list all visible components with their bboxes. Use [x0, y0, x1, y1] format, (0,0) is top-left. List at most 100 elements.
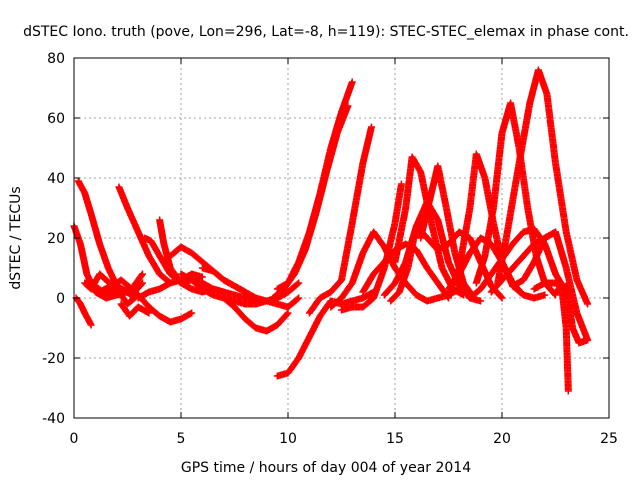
data-point — [282, 288, 285, 290]
data-point — [190, 312, 193, 314]
data-point — [336, 132, 339, 134]
data-point — [88, 279, 90, 281]
data-point — [169, 321, 172, 323]
data-point — [407, 267, 409, 269]
data-point — [362, 252, 364, 254]
data-point — [148, 291, 150, 293]
data-point — [223, 297, 225, 299]
series-arc2 — [72, 294, 95, 329]
data-marker-trace — [269, 102, 352, 302]
y-tick-label: 40 — [47, 171, 65, 187]
data-point — [475, 282, 478, 284]
series-arc11 — [145, 303, 196, 326]
data-point — [426, 267, 428, 269]
data-point — [276, 288, 279, 290]
data-point — [351, 222, 354, 224]
y-tick-label: 20 — [47, 231, 65, 247]
series-arc31 — [472, 99, 559, 299]
data-point — [490, 285, 493, 287]
data-point — [244, 318, 246, 320]
data-point — [272, 297, 274, 299]
series-arc12 — [156, 216, 292, 305]
data-point — [109, 285, 112, 287]
data-point — [362, 297, 364, 299]
data-point — [287, 312, 289, 314]
data-point — [554, 282, 557, 284]
data-point — [411, 156, 413, 158]
data-point — [518, 162, 520, 164]
x-tick-label: 20 — [493, 431, 511, 447]
data-point — [537, 69, 540, 71]
data-point — [454, 252, 456, 254]
data-point — [330, 306, 332, 308]
data-point — [158, 315, 161, 317]
data-point — [137, 306, 139, 308]
data-point — [118, 186, 120, 188]
data-point — [287, 291, 289, 293]
data-point — [445, 207, 448, 209]
data-point — [479, 300, 482, 302]
data-point — [522, 279, 525, 281]
data-point — [308, 336, 311, 338]
data-point — [137, 297, 139, 299]
data-point — [586, 339, 589, 341]
data-point — [554, 273, 557, 275]
data-point — [362, 306, 364, 308]
data-point — [347, 105, 349, 107]
data-point — [212, 294, 214, 296]
data-point — [394, 222, 396, 224]
data-point — [372, 273, 375, 275]
data-point — [190, 273, 193, 275]
data-point — [469, 237, 471, 239]
data-point — [447, 261, 450, 263]
data-point — [469, 207, 471, 209]
data-point — [490, 291, 493, 293]
data-point — [120, 279, 122, 281]
data-point — [120, 303, 122, 305]
data-point — [404, 207, 407, 209]
data-point — [244, 297, 246, 299]
data-point — [233, 300, 236, 302]
data-point — [565, 327, 567, 329]
data-point — [128, 315, 131, 317]
data-point — [544, 294, 546, 296]
data-point — [394, 261, 396, 263]
series-arc34 — [509, 228, 592, 344]
y-axis-label: dSTEC / TECUs — [8, 186, 24, 289]
data-point — [394, 282, 396, 284]
data-point — [201, 282, 204, 284]
x-tick-label: 15 — [386, 431, 404, 447]
data-point — [158, 255, 161, 257]
data-point — [105, 294, 107, 296]
data-point — [143, 237, 146, 239]
data-point — [475, 153, 478, 155]
data-point — [90, 288, 92, 290]
data-point — [297, 297, 300, 299]
series-arc14 — [177, 270, 292, 335]
data-point — [158, 273, 161, 275]
data-point — [479, 237, 482, 239]
data-point — [233, 306, 236, 308]
series-arc18 — [269, 102, 352, 302]
data-point — [130, 294, 133, 296]
data-point — [212, 288, 214, 290]
data-point — [201, 261, 204, 263]
data-point — [233, 294, 236, 296]
data-point — [565, 231, 567, 233]
data-point — [576, 279, 578, 281]
data-point — [265, 300, 268, 302]
data-point — [223, 291, 225, 293]
data-point — [201, 267, 204, 269]
data-point — [383, 294, 386, 296]
axis-ticks: 0 5 10 15 20 25 -40 -20 0 20 40 60 80 — [42, 51, 618, 447]
x-axis-label: GPS time / hours of day 004 of year 2014 — [181, 460, 471, 476]
data-point — [511, 267, 514, 269]
data-marker-trace — [273, 288, 378, 380]
data-point — [522, 231, 525, 233]
data-point — [578, 342, 580, 344]
data-point — [340, 309, 343, 311]
data-point — [190, 279, 193, 281]
data-point — [351, 81, 354, 83]
data-point — [90, 213, 92, 215]
